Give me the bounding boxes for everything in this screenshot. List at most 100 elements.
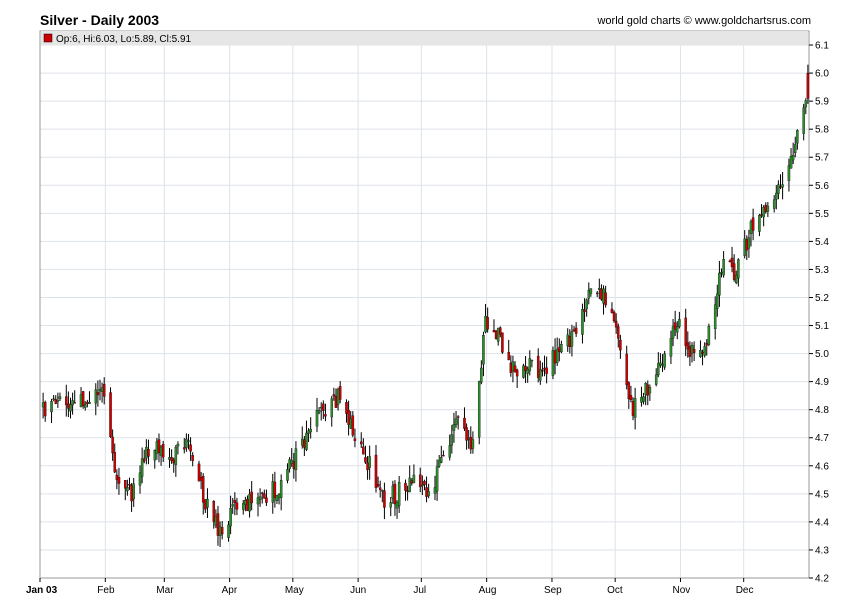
candle: [791, 142, 795, 165]
candle: [642, 392, 645, 405]
candle-body: [448, 445, 451, 458]
candle: [701, 349, 704, 366]
candle: [376, 476, 380, 488]
candle: [246, 495, 249, 511]
candle: [117, 467, 121, 495]
candle-body: [425, 487, 428, 497]
candle: [749, 219, 753, 247]
candle: [467, 429, 470, 449]
candle-body: [751, 217, 755, 231]
candle-body: [174, 446, 178, 465]
candle-body: [629, 395, 633, 400]
candle-body: [317, 410, 321, 413]
x-tick-label: Nov: [672, 585, 690, 596]
candle-body: [566, 334, 569, 347]
candle-body: [218, 526, 222, 536]
candle-body: [678, 319, 681, 327]
candle: [437, 454, 441, 468]
candle-body: [673, 322, 677, 330]
candle-body: [730, 257, 734, 268]
candle-body: [526, 368, 529, 374]
candle-body: [583, 309, 586, 312]
candle-body: [467, 438, 470, 440]
candle-body: [185, 438, 188, 448]
candle: [570, 324, 574, 357]
candle: [214, 509, 218, 529]
candle: [633, 387, 637, 430]
candle: [454, 410, 458, 428]
candle-body: [189, 444, 192, 452]
candle: [806, 64, 810, 104]
candle-body: [589, 288, 593, 294]
candle-body: [614, 320, 618, 328]
candle: [686, 331, 690, 358]
candle-body: [463, 417, 466, 429]
candle: [227, 520, 230, 542]
candle-body: [161, 444, 165, 458]
candle-body: [345, 402, 348, 414]
candle: [732, 254, 736, 282]
candle-body: [406, 490, 409, 492]
candle: [263, 489, 266, 499]
candle-body: [115, 474, 119, 480]
y-tick-label: 4.6: [815, 461, 829, 472]
candle-body: [722, 259, 725, 276]
candle-body: [412, 474, 416, 483]
candle: [581, 303, 584, 344]
candle: [383, 482, 386, 520]
candle: [102, 377, 106, 405]
candle-body: [86, 401, 89, 404]
candle: [155, 437, 159, 460]
candle-body: [787, 165, 791, 181]
candle: [530, 359, 534, 368]
candle-body: [81, 391, 85, 407]
candle: [294, 441, 298, 482]
candle: [452, 412, 456, 443]
candle-body: [777, 184, 780, 194]
candle-body: [303, 439, 306, 448]
candle: [391, 480, 395, 504]
candle-body: [204, 499, 207, 510]
candle-body: [111, 436, 114, 454]
candle: [804, 98, 808, 115]
candle: [509, 355, 513, 377]
candle: [423, 479, 426, 491]
candle: [699, 340, 702, 358]
candle: [332, 387, 336, 401]
candle: [258, 488, 262, 507]
candle-body: [233, 500, 237, 503]
candle-body: [145, 447, 148, 459]
candle: [745, 235, 749, 261]
candle: [374, 445, 378, 493]
candle-body: [153, 450, 157, 461]
candle: [229, 495, 232, 535]
candle: [713, 296, 717, 340]
candle-body: [471, 439, 475, 449]
candle: [109, 387, 112, 438]
y-axis: 4.2 4.3 4.4 4.5 4.6 4.7 4.8 4.9 5.0 5.1 5.2 5.3 5.4 5…: [809, 41, 829, 585]
candle: [79, 387, 83, 408]
candle-body: [602, 288, 605, 304]
candle-body: [804, 100, 808, 108]
candle-body: [142, 458, 146, 462]
candle-body: [555, 349, 559, 364]
candle-body: [258, 496, 262, 500]
candle-body: [130, 485, 133, 502]
candle-body: [421, 484, 424, 487]
candle-body: [176, 443, 180, 447]
candle: [703, 342, 706, 358]
candle-body: [100, 387, 104, 392]
candle: [669, 330, 673, 365]
candle-body: [155, 441, 159, 454]
candle: [317, 407, 321, 415]
candle: [566, 328, 569, 352]
candle: [73, 390, 76, 404]
candle-body: [617, 326, 620, 339]
candle-body: [54, 399, 57, 404]
candle: [433, 475, 437, 501]
candle: [368, 445, 371, 480]
candle: [338, 381, 342, 404]
candle-body: [585, 299, 588, 310]
candle-body: [404, 482, 407, 491]
candle: [627, 381, 631, 409]
